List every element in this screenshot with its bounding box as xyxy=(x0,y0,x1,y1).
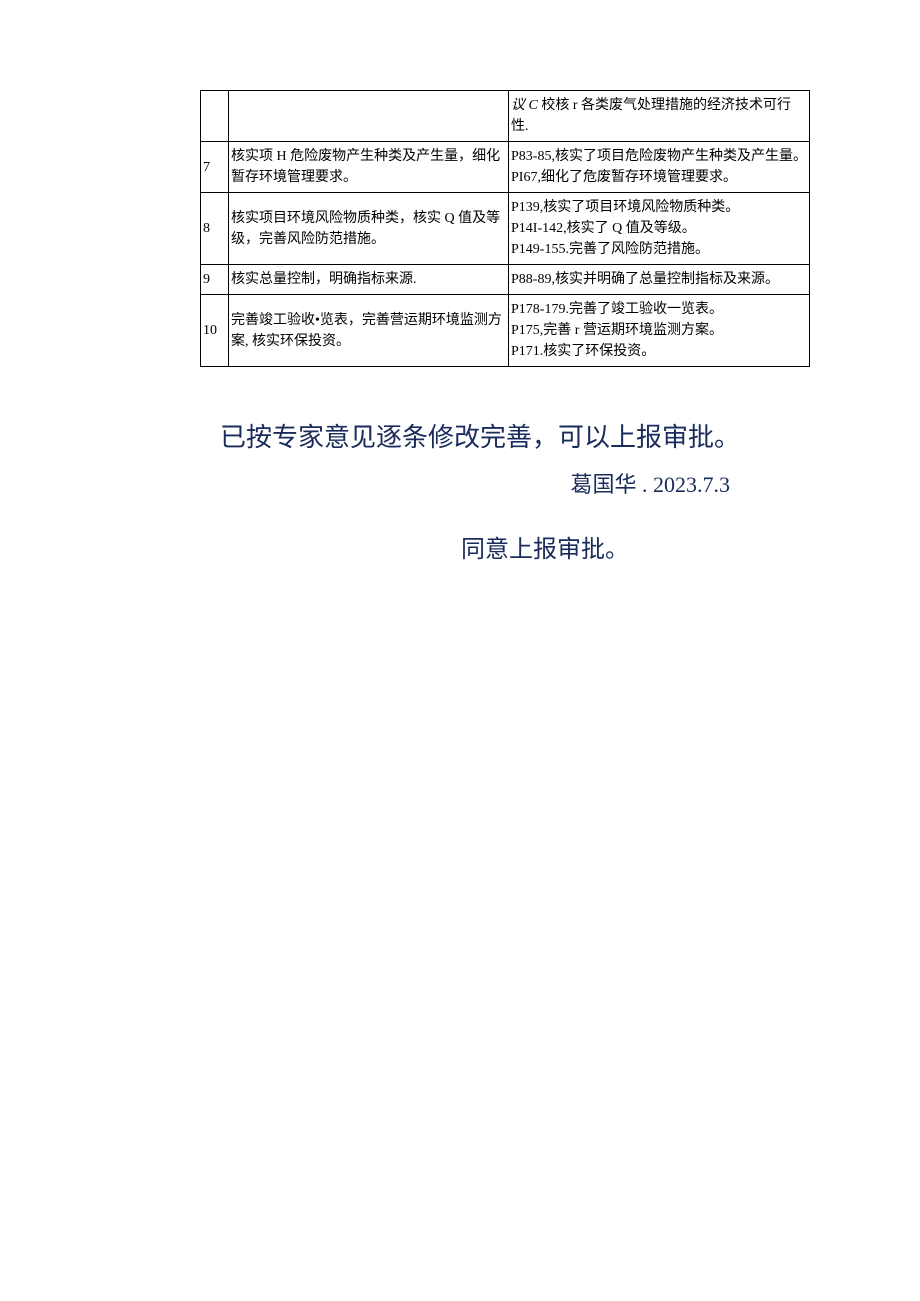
response-cell: 议 C 校核 r 各类废气处理措施的经济技术可行性. xyxy=(509,91,810,142)
issue-cell: 核实项目环境风险物质种类，核实 Q 值及等级，完善风险防范措施。 xyxy=(229,193,509,265)
row-number: 9 xyxy=(201,265,229,295)
table-row: 10 完善竣工验收•览表，完善营运期环境监测方案, 核实环保投资。 P178-1… xyxy=(201,295,810,367)
response-cell: P178-179.完善了竣工验收一览表。P175,完善 r 营运期环境监测方案。… xyxy=(509,295,810,367)
table-row: 8 核实项目环境风险物质种类，核实 Q 值及等级，完善风险防范措施。 P139,… xyxy=(201,193,810,265)
issue-cell: 完善竣工验收•览表，完善营运期环境监测方案, 核实环保投资。 xyxy=(229,295,509,367)
response-cell: P83-85,核实了项目危险废物产生种类及产生量。PI67,细化了危废暂存环境管… xyxy=(509,142,810,193)
handwritten-signature-date: 葛国华 . 2023.7.3 xyxy=(220,467,810,499)
row-number: 8 xyxy=(201,193,229,265)
signature-name: 葛国华 xyxy=(570,472,636,497)
issue-cell: 核实总量控制，明确指标来源. xyxy=(229,265,509,295)
handwritten-approval: 同意上报审批。 xyxy=(220,529,810,564)
signature-separator: . xyxy=(637,472,654,497)
table-row: 9 核实总量控制，明确指标来源. P88-89,核实并明确了总量控制指标及来源。 xyxy=(201,265,810,295)
row-number xyxy=(201,91,229,142)
table-row: 议 C 校核 r 各类废气处理措施的经济技术可行性. xyxy=(201,91,810,142)
response-text: 校核 r 各类废气处理措施的经济技术可行性. xyxy=(511,98,791,134)
table-row: 7 核实项 H 危险废物产生种类及产生量，细化暂存环境管理要求。 P83-85,… xyxy=(201,142,810,193)
issue-cell xyxy=(229,91,509,142)
italic-prefix: 议 C xyxy=(511,98,541,113)
row-number: 7 xyxy=(201,142,229,193)
signature-date: 2023.7.3 xyxy=(653,472,730,497)
review-table: 议 C 校核 r 各类废气处理措施的经济技术可行性. 7 核实项 H 危险废物产… xyxy=(200,90,810,367)
response-cell: P88-89,核实并明确了总量控制指标及来源。 xyxy=(509,265,810,295)
issue-cell: 核实项 H 危险废物产生种类及产生量，细化暂存环境管理要求。 xyxy=(229,142,509,193)
handwritten-annotations: 已按专家意见逐条修改完善，可以上报审批。 葛国华 . 2023.7.3 同意上报… xyxy=(200,417,810,564)
response-cell: P139,核实了项目环境风险物质种类。P14I-142,核实了 Q 值及等级。P… xyxy=(509,193,810,265)
row-number: 10 xyxy=(201,295,229,367)
handwritten-comment: 已按专家意见逐条修改完善，可以上报审批。 xyxy=(220,417,810,459)
